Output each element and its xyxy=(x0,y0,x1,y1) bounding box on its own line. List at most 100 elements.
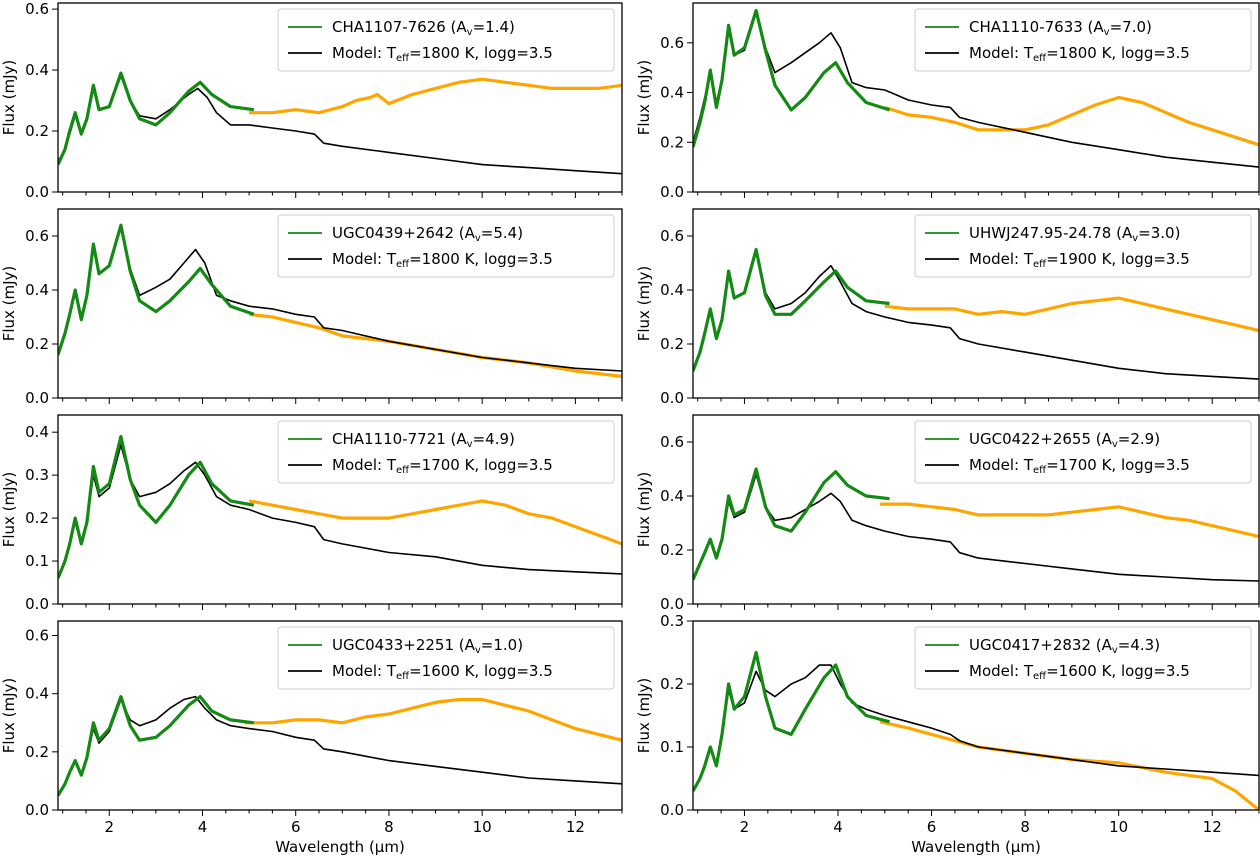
legend-observed-label: CHA1110-7721 (Av=4.9) xyxy=(332,430,515,450)
y-tick-label: 0.4 xyxy=(25,423,49,441)
legend-model-label: Model: Teff=1800 K, logg=3.5 xyxy=(332,250,553,270)
legend-model-label: Model: Teff=1800 K, logg=3.5 xyxy=(332,44,553,64)
legend: UHWJ247.95-24.78 (Av=3.0) Model: Teff=190… xyxy=(914,214,1252,278)
axes-frame xyxy=(57,208,623,399)
series-irs-spectrum xyxy=(880,502,1259,539)
axes-frame xyxy=(692,620,1260,811)
series-observed-spectrum xyxy=(693,467,890,581)
x-tick-label: 4 xyxy=(833,818,843,836)
plot-area xyxy=(58,71,622,175)
series-irs-spectrum xyxy=(884,95,1259,147)
x-tick-label: 12 xyxy=(1203,818,1222,836)
y-tick-label: 0.4 xyxy=(660,84,684,102)
y-tick-label: 0.6 xyxy=(660,227,684,245)
y-axis: 0.0 0.2 0.4 0.6 xyxy=(25,627,58,819)
series-observed-spectrum xyxy=(58,434,255,579)
x-axis xyxy=(697,398,1260,404)
series-irs-spectrum xyxy=(884,296,1259,333)
panel-row3-left: 0.0 0.1 0.2 0.3 0.4 Flux (mJy) CHA1110-7721 (A… xyxy=(0,414,623,613)
x-axis-label: Wavelength (µm) xyxy=(275,838,405,856)
x-tick-label: 10 xyxy=(1109,818,1128,836)
y-axis: 0.0 0.1 0.2 0.3 xyxy=(660,612,693,819)
y-axis-label: Flux (mJy) xyxy=(635,678,653,754)
y-tick-label: 0.2 xyxy=(660,133,684,151)
y-axis: 0.0 0.2 0.4 0.6 xyxy=(660,34,693,201)
y-tick-label: 0.1 xyxy=(660,738,684,756)
legend-observed-label: CHA1107-7626 (Av=1.4) xyxy=(332,18,515,38)
y-tick-label: 0.2 xyxy=(660,335,684,353)
legend-observed-label: UGC0422+2655 (Av=2.9) xyxy=(969,430,1160,450)
legend-observed-label: UGC0433+2251 (Av=1.0) xyxy=(332,636,523,656)
series-irs-spectrum xyxy=(248,499,622,546)
series-model-spectrum xyxy=(58,695,622,796)
y-tick-label: 0.2 xyxy=(25,743,49,761)
y-tick-label: 0.3 xyxy=(25,466,49,484)
legend: UGC0439+2642 (Av=5.4) Model: Teff=1800 K,… xyxy=(277,214,615,278)
axes-frame xyxy=(57,620,623,811)
x-axis xyxy=(62,398,623,404)
y-tick-label: 0.0 xyxy=(660,595,684,613)
y-tick-label: 0.6 xyxy=(25,627,49,645)
y-axis: 0.0 0.2 0.4 0.6 xyxy=(660,433,693,613)
axes-frame xyxy=(692,2,1260,193)
plot-area xyxy=(58,695,622,797)
x-tick-label: 2 xyxy=(740,818,750,836)
y-axis-label: Flux (mJy) xyxy=(0,678,18,754)
series-observed-spectrum xyxy=(58,695,254,797)
y-tick-label: 0.4 xyxy=(25,61,49,79)
legend: UGC0417+2832 (Av=4.3) Model: Teff=1600 K,… xyxy=(914,626,1252,690)
y-tick-label: 0.4 xyxy=(660,487,684,505)
legend-box xyxy=(914,214,1252,278)
x-tick-label: 4 xyxy=(198,818,208,836)
y-axis: 0.0 0.1 0.2 0.3 0.4 xyxy=(25,423,58,613)
plot-area xyxy=(693,247,1259,380)
legend-box xyxy=(277,8,615,72)
axes-frame xyxy=(57,414,623,605)
x-axis xyxy=(62,604,623,610)
legend: UGC0422+2655 (Av=2.9) Model: Teff=1700 K,… xyxy=(914,420,1252,484)
panel-row4-right: 2 4 6 8 10 12 0.0 0.1 0.2 0.3 Flux (mJy) UGC0417+28… xyxy=(635,612,1260,836)
legend-model-label: Model: Teff=1800 K, logg=3.5 xyxy=(969,44,1190,64)
legend-box xyxy=(277,420,615,484)
y-tick-label: 0.4 xyxy=(660,281,684,299)
y-tick-label: 0.6 xyxy=(25,0,49,18)
y-tick-label: 0.2 xyxy=(25,122,49,140)
x-axis: 2 4 6 8 10 12 xyxy=(697,810,1260,836)
legend-box xyxy=(277,214,615,278)
series-observed-spectrum xyxy=(693,650,890,792)
plot-area xyxy=(693,8,1259,168)
y-axis-label: Flux (mJy) xyxy=(635,472,653,548)
y-tick-label: 0.0 xyxy=(25,801,49,819)
y-tick-label: 0.6 xyxy=(25,227,49,245)
legend-box xyxy=(914,420,1252,484)
x-tick-label: 10 xyxy=(473,818,492,836)
x-tick-label: 8 xyxy=(384,818,394,836)
x-axis xyxy=(697,192,1260,198)
axes-frame xyxy=(692,414,1260,605)
x-tick-label: 8 xyxy=(1020,818,1030,836)
legend-model-label: Model: Teff=1600 K, logg=3.5 xyxy=(332,662,553,682)
y-axis-label: Flux (mJy) xyxy=(0,60,18,136)
y-axis-label: Flux (mJy) xyxy=(0,472,18,548)
x-tick-label: 2 xyxy=(104,818,114,836)
legend: CHA1107-7626 (Av=1.4) Model: Teff=1800 K,… xyxy=(277,8,615,72)
plot-area xyxy=(693,650,1259,810)
y-tick-label: 0.2 xyxy=(25,509,49,527)
legend-observed-label: UGC0417+2832 (Av=4.3) xyxy=(969,636,1160,656)
y-tick-label: 0.3 xyxy=(660,612,684,630)
series-observed-spectrum xyxy=(58,223,255,356)
panel-row1-right: 0.0 0.2 0.4 0.6 Flux (mJy) CHA1110-7633 (Av=7… xyxy=(635,2,1260,201)
legend: CHA1110-7721 (Av=4.9) Model: Teff=1700 K,… xyxy=(277,420,615,484)
y-tick-label: 0.0 xyxy=(660,801,684,819)
panel-row2-right: 0.0 0.2 0.4 0.6 Flux (mJy) UHWJ247.95-24.78 (… xyxy=(635,208,1260,407)
x-axis xyxy=(697,604,1260,610)
series-irs-spectrum xyxy=(249,77,622,115)
series-irs-spectrum xyxy=(244,697,622,742)
plot-area xyxy=(693,467,1259,582)
y-axis-label: Flux (mJy) xyxy=(0,266,18,342)
y-tick-label: 0.0 xyxy=(25,183,49,201)
plot-area xyxy=(58,223,622,378)
y-axis-label: Flux (mJy) xyxy=(635,266,653,342)
legend-observed-label: UHWJ247.95-24.78 (Av=3.0) xyxy=(969,224,1180,244)
